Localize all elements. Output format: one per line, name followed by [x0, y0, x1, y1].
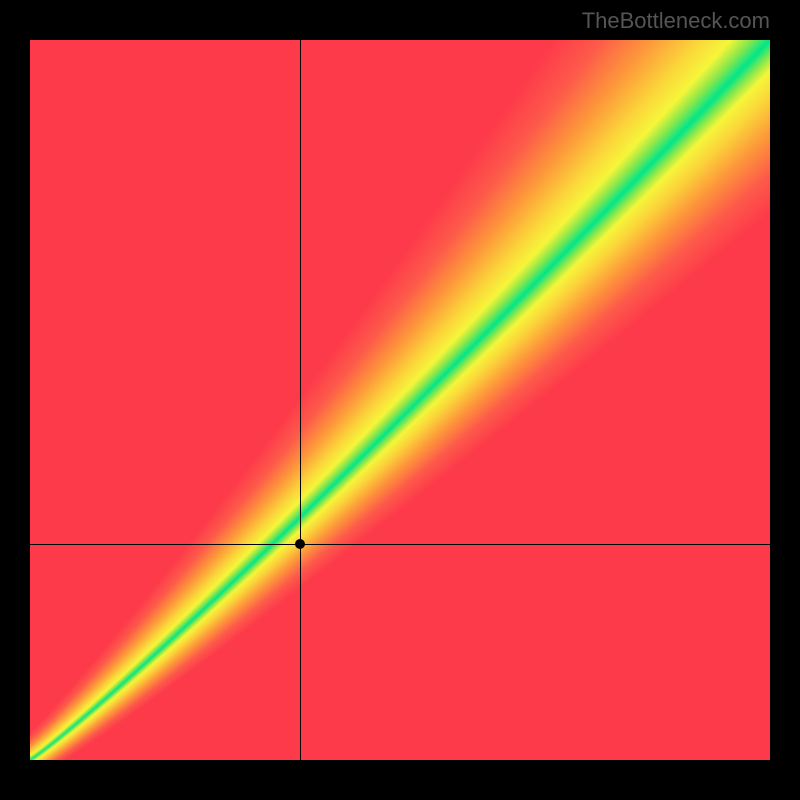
bottleneck-heatmap — [30, 40, 770, 760]
watermark-text: TheBottleneck.com — [582, 8, 770, 34]
heatmap-canvas — [30, 40, 770, 760]
crosshair-vertical — [300, 40, 301, 760]
crosshair-marker-dot — [295, 539, 305, 549]
crosshair-horizontal — [30, 544, 770, 545]
